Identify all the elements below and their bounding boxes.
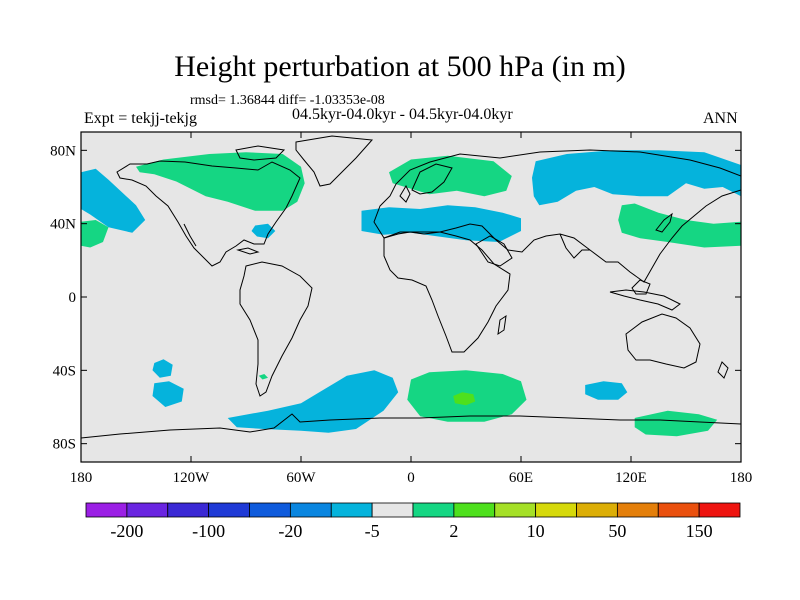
x-tick-label-4: 60E [509, 470, 533, 486]
coastline-south-america [239, 261, 313, 397]
y-tick-label-4: 80S [53, 437, 76, 453]
colorbar-swatch-2 [167, 502, 210, 518]
coastline-britain [399, 184, 411, 203]
colorbar-swatch-12 [576, 502, 618, 518]
colorbar-swatch-11 [535, 502, 577, 518]
region-south-pacific-negative-a [152, 359, 173, 378]
colorbar-label-6: 50 [608, 521, 626, 541]
coastline-scandinavia [411, 163, 453, 195]
region-antarctic-pacific-positive [634, 410, 718, 437]
y-tick-label-2: 0 [69, 290, 77, 306]
colorbar-label-4: 2 [449, 521, 458, 541]
coastline-india [559, 233, 590, 259]
region-south-atlantic-negative [227, 370, 399, 433]
coastline-antarctica [81, 413, 741, 439]
colorbar-swatch-1 [126, 502, 169, 518]
coastline-africa [383, 231, 511, 353]
x-tick-label-0: 180 [70, 470, 93, 486]
season-label: ANN [703, 110, 738, 127]
colorbar: -200 -100 -20 -5 2 10 50 150 [85, 502, 741, 541]
colorbar-swatch-14 [657, 502, 700, 518]
region-south-indian-negative [585, 381, 628, 400]
region-southeast-usa-negative [251, 223, 276, 239]
stats-line: rmsd= 1.36844 diff= -1.03353e-08 [190, 93, 385, 108]
coastline-new-zealand [717, 361, 729, 379]
coastline-australia [625, 313, 701, 369]
coastline-baja [183, 223, 197, 247]
coastline-north-america [116, 160, 301, 267]
colorbar-swatch-3 [208, 502, 250, 518]
map-title: Height perturbation at 500 hPa (in m) [174, 50, 626, 83]
period-label: 04.5kyr-04.0kyr - 04.5kyr-04.0kyr [292, 106, 513, 123]
y-tick-label-3: 40S [53, 363, 76, 379]
coastline-cuba [236, 247, 260, 255]
x-tick-label-2: 60W [286, 470, 316, 486]
region-mediterranean-negative [361, 205, 521, 242]
region-north-pacific-east-negative [81, 168, 146, 233]
colorbar-swatch-5 [289, 502, 332, 518]
colorbar-swatch-6 [330, 502, 373, 518]
region-south-pacific-negative-b [152, 381, 184, 407]
colorbar-label-3: -5 [365, 521, 380, 541]
coastline-borneo [631, 279, 651, 295]
coastline-arabia [475, 235, 513, 267]
region-japan-pacific-positive [618, 203, 741, 248]
experiment-label: Expt = tekjj-tekjg [84, 110, 197, 127]
colorbar-label-7: 150 [686, 521, 713, 541]
axis-ticks: 180 120W 60W 0 60E 120E 180 80N 40N 0 40S 80S [50, 132, 752, 486]
region-patagonia-positive-spot [258, 374, 268, 380]
colorbar-swatch-10 [494, 502, 537, 518]
y-tick-label-0: 80N [50, 143, 76, 159]
coastline-arctic-islands [235, 145, 286, 161]
coastline-maritime-continent [609, 289, 681, 311]
colorbar-swatch-0 [85, 502, 128, 518]
colorbar-swatch-8 [412, 502, 455, 518]
region-dateline-west-positive [81, 220, 109, 248]
colorbar-label-5: 10 [527, 521, 545, 541]
colorbar-label-1: -100 [192, 521, 225, 541]
y-tick-label-1: 40N [50, 217, 76, 233]
x-tick-label-3: 0 [407, 470, 415, 486]
colorbar-swatch-13 [616, 502, 659, 518]
coastlines [81, 135, 741, 439]
colorbar-swatch-15 [698, 502, 741, 518]
region-south-indian-core [453, 392, 476, 406]
coastline-japan [655, 212, 673, 233]
colorbar-swatch-9 [453, 502, 496, 518]
colorbar-swatch-7 [371, 502, 414, 518]
coastline-greenland [295, 135, 374, 187]
x-tick-label-1: 120W [173, 470, 211, 486]
colorbar-label-0: -200 [110, 521, 143, 541]
x-tick-label-6: 180 [730, 470, 753, 486]
coastline-eurasia [373, 149, 741, 283]
colorbar-label-2: -20 [278, 521, 302, 541]
coastline-madagascar [497, 314, 507, 336]
colorbar-swatch-4 [249, 502, 291, 518]
region-siberia-negative [532, 150, 741, 206]
x-tick-label-5: 120E [615, 470, 647, 486]
